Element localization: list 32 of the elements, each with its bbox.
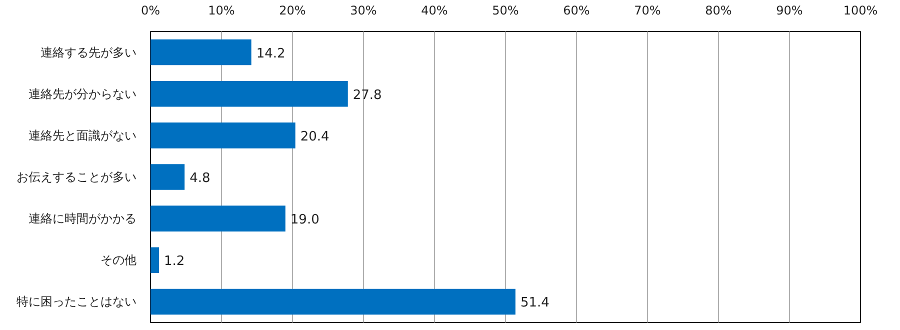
y-tick-label: 連絡先が分からない <box>28 86 136 101</box>
data-label: 14.2 <box>256 46 286 62</box>
x-tick-label: 0% <box>140 4 160 18</box>
x-tick-label: 90% <box>776 4 803 18</box>
data-label: 4.8 <box>190 171 210 186</box>
data-label: 1.2 <box>164 254 185 270</box>
data-label: 20.4 <box>300 129 330 144</box>
x-tick-label: 50% <box>492 4 519 18</box>
bar <box>150 206 286 232</box>
y-tick-label: その他 <box>100 253 136 268</box>
data-label: 51.4 <box>520 296 550 311</box>
y-tick-label: 連絡先と面識がない <box>28 128 136 142</box>
x-tick-label: 40% <box>421 4 448 18</box>
x-tick-label: 100% <box>843 4 878 18</box>
x-tick-label: 70% <box>634 4 661 18</box>
x-tick-label: 80% <box>705 4 732 18</box>
bar <box>150 122 296 148</box>
bar <box>150 39 252 66</box>
bar <box>150 288 516 315</box>
x-tick-label: 10% <box>208 4 235 18</box>
bar <box>150 80 348 107</box>
y-tick-label: お伝えすることが多い <box>16 170 136 184</box>
data-label: 19.0 <box>290 212 320 228</box>
data-label: 27.8 <box>352 88 382 103</box>
x-tick-label: 30% <box>350 4 377 18</box>
y-tick-label: 特に困ったことはない <box>16 294 136 309</box>
y-tick-label: 連絡に時間がかかる <box>28 212 136 226</box>
x-tick-label: 20% <box>279 4 306 18</box>
y-tick-label: 連絡する先が多い <box>40 45 136 60</box>
x-tick-label: 60% <box>563 4 590 18</box>
bar <box>150 247 160 274</box>
bar <box>150 164 185 190</box>
